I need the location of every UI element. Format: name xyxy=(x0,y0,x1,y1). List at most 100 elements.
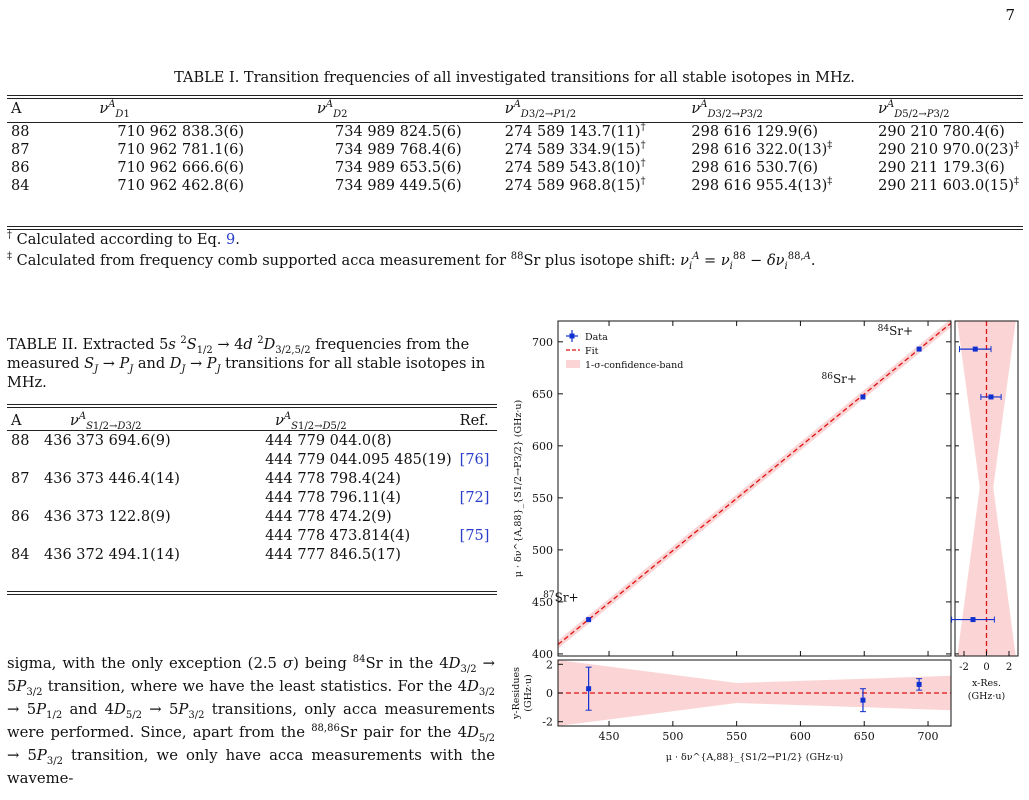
t1-header-d2: νAD2 xyxy=(317,99,348,120)
frequency-cell: 734 989 824.5(6) xyxy=(335,124,462,140)
side-band xyxy=(957,321,1016,656)
t1-header-d32p32: νAD3/2→P3/2 xyxy=(691,99,763,120)
isotope-cell: 84 xyxy=(11,546,30,563)
table2-row: 86 436 373 122.8(9) 444 778 474.2(9) xyxy=(7,507,497,526)
isotope-cell: 87 xyxy=(11,470,30,487)
frequency-cell: 710 962 838.3(6) xyxy=(117,124,244,140)
frequency-cell xyxy=(40,526,235,545)
frequency-cell: 298 616 322.0(13)‡ xyxy=(691,140,833,158)
table2-row: 87 436 373 446.4(14) 444 778 798.4(24) xyxy=(7,469,497,488)
res-point xyxy=(860,697,866,703)
t2-header-ref: Ref. xyxy=(459,412,489,429)
t1-header-d32p12: νAD3/2→P1/2 xyxy=(504,99,577,120)
x-tick-label: 700 xyxy=(918,730,939,743)
frequency-cell: 444 779 044.095 485(19) xyxy=(265,451,452,468)
t1-header-d1: νAD1 xyxy=(99,99,130,120)
table1-row: 86 710 962 666.6(6) 734 989 653.5(6) 274 58… xyxy=(7,159,1023,177)
y-axis-label: μ · δν^{A,88}_{S1/2→P3/2} (GHz·u) xyxy=(513,400,524,577)
isotope-cell: 84 xyxy=(11,178,30,194)
y-tick-label: 400 xyxy=(532,648,553,661)
table2-row: 84 436 372 494.1(14) 444 777 846.5(17) xyxy=(7,545,497,564)
frequency-cell: 734 989 449.5(6) xyxy=(335,178,462,194)
side-x-tick-label: 2 xyxy=(1006,662,1012,673)
table1-row: 84 710 962 462.8(6) 734 989 449.5(6) 274 58… xyxy=(7,177,1023,195)
frequency-cell: 734 989 768.4(6) xyxy=(335,142,462,158)
x-tick-label: 450 xyxy=(599,730,620,743)
table2: A νAS1/2→D3/2 νAS1/2→D5/2 Ref. 88 436 373… xyxy=(7,411,497,564)
side-x-tick-label: 0 xyxy=(983,662,989,673)
frequency-cell: 274 589 143.7(11)† xyxy=(504,122,646,140)
frequency-cell: 444 778 474.2(9) xyxy=(265,508,392,525)
res-y-label: y-Residues xyxy=(511,667,522,720)
x-axis-label: μ · δν^{A,88}_{S1/2→P1/2} (GHz·u) xyxy=(666,752,843,763)
point-label: 84Sr+ xyxy=(878,324,913,338)
fit-line xyxy=(557,322,952,646)
frequency-cell: 436 372 494.1(14) xyxy=(44,546,180,563)
y-tick-label: 700 xyxy=(532,336,553,349)
frequency-cell: 290 210 970.0(23)‡ xyxy=(878,140,1019,158)
table1-footnote-2: ‡ Calculated from frequency comb support… xyxy=(7,251,816,272)
res-y-tick-label: 2 xyxy=(546,658,553,671)
frequency-cell: 436 373 694.6(9) xyxy=(44,432,171,449)
res-point xyxy=(586,686,592,692)
table2-row: 88 436 373 694.6(9) 444 779 044.0(8) xyxy=(7,431,497,451)
frequency-cell: 298 616 129.9(6) xyxy=(691,124,819,140)
point-label: 87Sr+ xyxy=(543,591,578,605)
side-point xyxy=(970,617,976,623)
eq-ref[interactable]: 9 xyxy=(225,232,236,248)
page-number: 7 xyxy=(1005,6,1015,24)
frequency-cell: 290 211 603.0(15)‡ xyxy=(878,176,1019,194)
frequency-cell: 710 962 781.1(6) xyxy=(117,142,244,158)
frequency-cell: 298 616 955.4(13)‡ xyxy=(691,176,833,194)
y-tick-label: 650 xyxy=(532,388,553,401)
frequency-cell: 734 989 653.5(6) xyxy=(335,160,462,176)
frequency-cell: 710 962 462.8(6) xyxy=(117,178,244,194)
frequency-cell: 274 589 334.9(15)† xyxy=(504,140,646,158)
data-point xyxy=(860,394,866,400)
table2-row: 444 778 796.11(4) [72] xyxy=(7,488,497,507)
main-plot-frame xyxy=(557,320,952,657)
legend-data-label: Data xyxy=(585,332,608,343)
frequency-cell: 710 962 666.6(6) xyxy=(117,160,244,176)
t2-header-A: A xyxy=(11,412,22,429)
frequency-cell: 444 778 798.4(24) xyxy=(265,470,401,487)
side-residual-plot: -2 0 2 x-Res. (GHz·u) xyxy=(951,320,1019,702)
reference-cell[interactable]: [72] xyxy=(459,489,490,506)
confidence-band xyxy=(558,318,951,649)
frequency-cell: 274 589 543.8(10)† xyxy=(504,158,646,176)
main-plot: 400 450 500 550 600 650 700 87Sr+ 86Sr+ 84Sr+ Data… xyxy=(513,318,952,661)
residual-plot: -2 0 2 450 500 550 600 650 700 y-Residues (GHz·u) μ… xyxy=(511,658,952,763)
reference-cell xyxy=(456,545,497,564)
y-tick-label: 600 xyxy=(532,440,553,453)
isotope-cell: 88 xyxy=(11,124,30,140)
res-y-tick-label: 0 xyxy=(546,687,553,700)
x-tick-label: 600 xyxy=(790,730,811,743)
frequency-cell: 436 373 122.8(9) xyxy=(44,508,171,525)
x-tick-label: 650 xyxy=(854,730,875,743)
t1-header-A: A xyxy=(11,101,22,117)
side-x-label-unit: (GHz·u) xyxy=(968,691,1005,702)
res-y-label-unit: (GHz·u) xyxy=(523,674,534,711)
reference-cell[interactable]: [76] xyxy=(459,451,490,468)
legend: Data Fit 1-σ-confidence-band xyxy=(566,330,683,371)
t2-header-s-d52: νAS1/2→D5/2 xyxy=(275,410,347,432)
side-point xyxy=(988,394,994,400)
isotope-cell xyxy=(7,488,40,507)
king-plot-figure: 400 450 500 550 600 650 700 87Sr+ 86Sr+ 84Sr+ Data… xyxy=(511,318,1019,763)
reference-cell xyxy=(456,431,497,451)
table1-row: 87 710 962 781.1(6) 734 989 768.4(6) 274 58… xyxy=(7,141,1023,159)
frequency-cell: 444 777 846.5(17) xyxy=(265,546,401,563)
t2-header-s-d32: νAS1/2→D3/2 xyxy=(70,410,142,432)
reference-cell[interactable]: [75] xyxy=(459,527,490,544)
y-tick-label: 450 xyxy=(532,596,553,609)
table1-footnote-1: † Calculated according to Eq. 9. xyxy=(7,230,240,248)
table1-caption: TABLE I. Transition frequencies of all i… xyxy=(174,70,855,86)
side-x-label: x-Res. xyxy=(972,678,1001,689)
frequency-cell: 290 210 780.4(6) xyxy=(878,124,1005,140)
y-tick-label: 550 xyxy=(532,492,553,505)
point-label: 86Sr+ xyxy=(821,372,856,386)
table2-row: 444 778 473.814(4) [75] xyxy=(7,526,497,545)
legend-band-swatch xyxy=(566,360,580,368)
side-point xyxy=(972,346,978,352)
table2-row: 444 779 044.095 485(19) [76] xyxy=(7,450,497,469)
